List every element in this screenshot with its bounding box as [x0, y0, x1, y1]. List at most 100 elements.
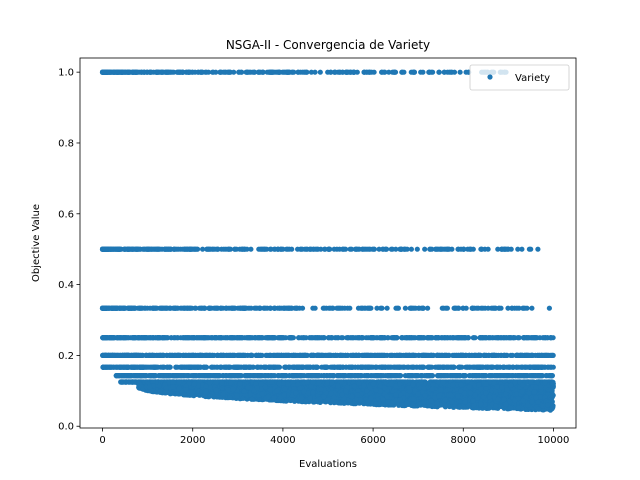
- data-point: [474, 373, 480, 379]
- data-point: [204, 352, 210, 358]
- data-point: [162, 246, 168, 252]
- data-point: [100, 335, 106, 341]
- data-point: [525, 352, 532, 358]
- data-point: [466, 246, 473, 252]
- data-point: [172, 373, 178, 379]
- data-point: [458, 246, 464, 252]
- data-point: [187, 305, 193, 311]
- data-point: [281, 373, 287, 379]
- data-point: [188, 246, 194, 252]
- data-point: [230, 352, 236, 358]
- data-point: [514, 305, 520, 311]
- data-point: [347, 246, 353, 252]
- data-point: [178, 364, 184, 370]
- data-point: [338, 335, 344, 341]
- data-point: [188, 352, 194, 358]
- data-point: [221, 335, 227, 341]
- data-point: [321, 305, 327, 311]
- data-point: [479, 364, 485, 370]
- data-points: [99, 69, 556, 413]
- data-point: [217, 364, 224, 370]
- data-point: [229, 305, 236, 311]
- data-point: [158, 69, 164, 75]
- data-point: [358, 305, 364, 311]
- data-point: [100, 364, 106, 370]
- data-point: [175, 69, 181, 75]
- data-point: [206, 246, 212, 252]
- data-point: [218, 305, 224, 311]
- data-point: [178, 373, 184, 379]
- data-point: [116, 352, 122, 358]
- data-point: [258, 69, 264, 75]
- data-point: [312, 364, 318, 370]
- data-point: [300, 364, 306, 370]
- data-point: [347, 305, 353, 311]
- data-point: [342, 305, 348, 311]
- data-point: [291, 373, 297, 379]
- data-point: [296, 335, 302, 341]
- data-point: [247, 364, 253, 370]
- data-point: [480, 305, 486, 311]
- data-point: [452, 373, 458, 379]
- data-point: [303, 246, 309, 252]
- data-point: [257, 364, 263, 370]
- data-point: [537, 373, 543, 379]
- data-point: [369, 246, 376, 252]
- data-point: [327, 373, 333, 379]
- data-point: [168, 335, 174, 341]
- data-point: [420, 335, 426, 341]
- data-point: [121, 69, 127, 75]
- data-point: [467, 373, 474, 379]
- data-point: [255, 352, 262, 358]
- data-point: [520, 364, 526, 370]
- data-point: [426, 69, 432, 75]
- data-point: [110, 352, 116, 358]
- data-point: [516, 335, 522, 341]
- data-point: [379, 373, 385, 379]
- data-point: [166, 69, 172, 75]
- data-point: [139, 364, 145, 370]
- data-point: [160, 352, 166, 358]
- data-point: [248, 305, 254, 311]
- data-point: [262, 373, 269, 379]
- data-point: [298, 373, 304, 379]
- data-point: [445, 246, 451, 252]
- data-point: [209, 69, 216, 75]
- data-point: [441, 305, 447, 311]
- data-point: [385, 373, 391, 379]
- data-point: [157, 246, 163, 252]
- data-point: [378, 305, 384, 311]
- data-point: [131, 364, 137, 370]
- data-point: [200, 246, 206, 252]
- data-point: [189, 335, 195, 341]
- data-point: [106, 305, 112, 311]
- data-point: [110, 305, 116, 311]
- data-point: [441, 69, 447, 75]
- data-point: [116, 364, 123, 370]
- data-point: [268, 352, 274, 358]
- data-point: [166, 246, 172, 252]
- data-point: [201, 305, 207, 311]
- data-point: [380, 246, 386, 252]
- data-point: [369, 335, 375, 341]
- data-point: [251, 69, 257, 75]
- data-point: [436, 69, 442, 75]
- data-point: [269, 364, 275, 370]
- data-point: [150, 352, 156, 358]
- data-point: [241, 364, 247, 370]
- data-point: [180, 246, 186, 252]
- data-point: [262, 246, 268, 252]
- data-point: [252, 335, 258, 341]
- data-point: [451, 69, 458, 75]
- data-point: [176, 352, 182, 358]
- data-point: [295, 352, 301, 358]
- data-point: [386, 69, 392, 75]
- data-point: [271, 305, 278, 311]
- data-point: [409, 335, 415, 341]
- data-point: [150, 364, 157, 370]
- data-point: [115, 335, 121, 341]
- data-point: [125, 364, 131, 370]
- data-point: [318, 246, 324, 252]
- data-point: [465, 335, 471, 341]
